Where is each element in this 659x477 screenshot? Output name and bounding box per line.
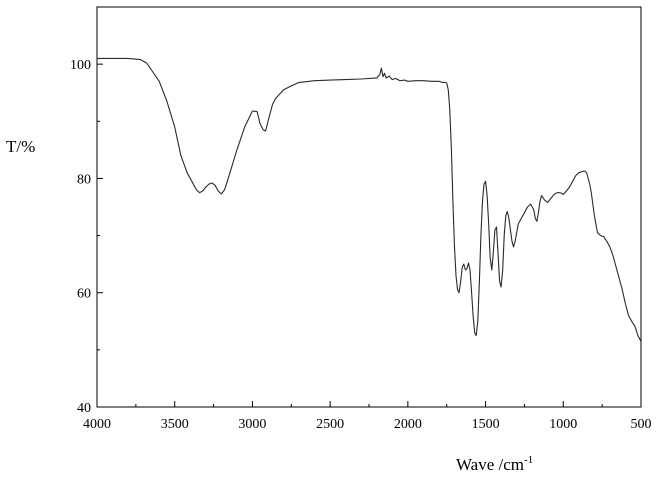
x-tick-label: 1500 [472, 417, 500, 432]
x-axis-tick-labels: 4000 3500 3000 2500 2000 1500 1000 500 [83, 417, 652, 432]
y-tick-label: 80 [77, 172, 91, 187]
x-axis-title-superscript: -1 [524, 454, 533, 466]
y-tick-label: 100 [70, 58, 91, 73]
x-tick-label: 1000 [549, 417, 577, 432]
x-tick-label: 3500 [161, 417, 189, 432]
x-tick-label: 500 [631, 417, 652, 432]
plot-frame [96, 6, 642, 408]
x-axis-ticks [96, 401, 642, 407]
y-axis-ticks [97, 63, 103, 408]
x-axis-title: Wave /cm-1 [456, 454, 533, 474]
x-tick-label: 4000 [83, 417, 111, 432]
x-tick-label: 3000 [238, 417, 266, 432]
x-tick-label: 2000 [394, 417, 422, 432]
x-axis-title-text: Wave /cm [456, 455, 524, 474]
y-tick-label: 60 [77, 287, 91, 302]
y-axis-tick-labels: 40 60 80 100 [70, 58, 91, 416]
y-axis-title: T/% [6, 137, 35, 156]
y-tick-label: 40 [77, 401, 91, 416]
x-tick-label: 2500 [316, 417, 344, 432]
transmittance-line [97, 57, 642, 342]
